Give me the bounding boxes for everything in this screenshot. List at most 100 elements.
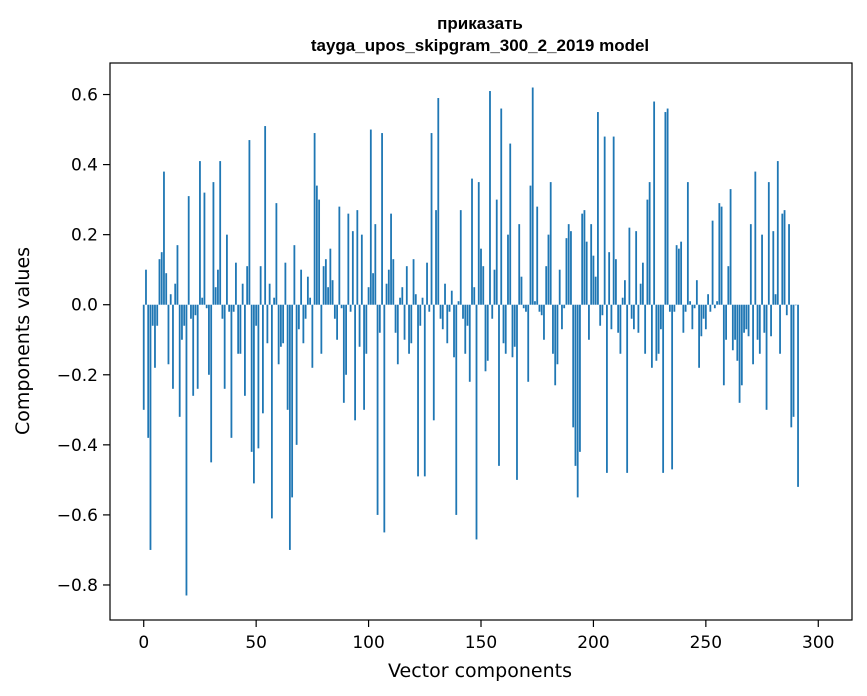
- x-axis-ticks: 0 50 100 150 200 250 300: [138, 620, 834, 653]
- bar-99: [365, 304, 368, 354]
- x-tick-label: 100: [352, 633, 384, 653]
- bar-214: [624, 280, 626, 305]
- bar-152: [484, 304, 487, 372]
- bar-195: [581, 213, 584, 305]
- bar-132: [439, 304, 442, 319]
- bar-168: [520, 276, 523, 305]
- bar-235: [671, 304, 674, 470]
- bar-16: [178, 304, 181, 417]
- bar-80: [322, 266, 325, 305]
- bar-95: [356, 210, 359, 305]
- bar-155: [491, 304, 494, 319]
- bar-107: [383, 304, 386, 533]
- bar-243: [689, 301, 692, 305]
- bar-59: [275, 203, 278, 305]
- bar-268: [745, 304, 748, 330]
- bar-136: [448, 304, 451, 312]
- bar-250: [704, 304, 707, 330]
- bar-0: [142, 304, 145, 410]
- bar-71: [302, 304, 305, 344]
- bar-117: [405, 266, 408, 305]
- bar-199: [590, 224, 593, 305]
- bar-142: [462, 304, 464, 319]
- bar-204: [601, 304, 604, 316]
- bar-86: [336, 304, 338, 340]
- bar-113: [396, 304, 399, 365]
- bar-147: [473, 287, 476, 305]
- bar-245: [693, 304, 696, 309]
- bar-58: [273, 297, 276, 305]
- bar-26: [201, 297, 204, 305]
- bar-202: [597, 112, 599, 305]
- bar-108: [385, 283, 388, 305]
- bar-128: [430, 133, 433, 305]
- bar-135: [446, 304, 449, 344]
- bar-150: [480, 248, 482, 305]
- x-tick-label: 300: [802, 633, 834, 653]
- bar-19: [185, 304, 188, 596]
- bar-178: [543, 304, 545, 340]
- bar-34: [219, 161, 222, 305]
- bar-103: [374, 224, 377, 305]
- bar-256: [718, 203, 721, 305]
- bar-177: [540, 304, 543, 316]
- bar-102: [372, 273, 374, 305]
- bar-219: [635, 231, 638, 305]
- bar-282: [776, 161, 779, 305]
- bar-6: [156, 304, 159, 326]
- bar-11: [167, 304, 170, 365]
- bar-237: [675, 245, 678, 305]
- bar-13: [172, 304, 174, 389]
- y-tick-label: 0.6: [71, 86, 98, 106]
- bar-278: [767, 182, 770, 305]
- bar-244: [691, 304, 694, 330]
- bar-63: [284, 262, 287, 305]
- bar-61: [279, 304, 282, 347]
- bar-138: [453, 304, 455, 358]
- bar-140: [457, 301, 460, 305]
- plot-frame: [109, 62, 853, 621]
- bar-89: [342, 304, 345, 403]
- bar-262: [731, 304, 734, 351]
- bar-274: [758, 304, 761, 354]
- bar-222: [641, 262, 644, 305]
- bar-112: [394, 304, 397, 333]
- bar-2: [147, 304, 150, 438]
- bar-70: [300, 269, 303, 305]
- x-tick-label: 50: [245, 633, 267, 653]
- bar-251: [707, 294, 709, 305]
- bar-207: [608, 252, 611, 305]
- bar-291: [797, 304, 799, 487]
- bar-81: [324, 259, 327, 305]
- bar-30: [210, 304, 213, 463]
- bar-218: [633, 304, 635, 330]
- bar-32: [214, 287, 217, 305]
- bar-230: [659, 304, 662, 330]
- bar-42: [237, 304, 240, 354]
- bar-272: [754, 171, 757, 305]
- bar-286: [785, 304, 788, 316]
- bar-121: [414, 294, 417, 305]
- bar-186: [561, 304, 563, 330]
- bar-223: [644, 304, 647, 354]
- bar-33: [217, 269, 219, 305]
- bar-48: [250, 304, 253, 452]
- bar-45: [244, 304, 246, 396]
- bar-69: [297, 304, 300, 330]
- bar-200: [592, 255, 595, 305]
- bar-74: [309, 297, 312, 305]
- bar-253: [711, 220, 714, 305]
- bar-115: [401, 287, 404, 305]
- bar-211: [617, 304, 620, 333]
- bar-164: [511, 304, 514, 358]
- bar-47: [248, 140, 251, 305]
- bar-56: [268, 283, 271, 305]
- bar-15: [176, 245, 179, 305]
- bar-212: [619, 304, 622, 354]
- y-tick-label: −0.2: [57, 366, 98, 386]
- bar-197: [585, 241, 588, 305]
- bar-137: [450, 290, 453, 305]
- bar-12: [169, 294, 172, 305]
- bar-165: [513, 304, 516, 347]
- bar-269: [747, 304, 750, 337]
